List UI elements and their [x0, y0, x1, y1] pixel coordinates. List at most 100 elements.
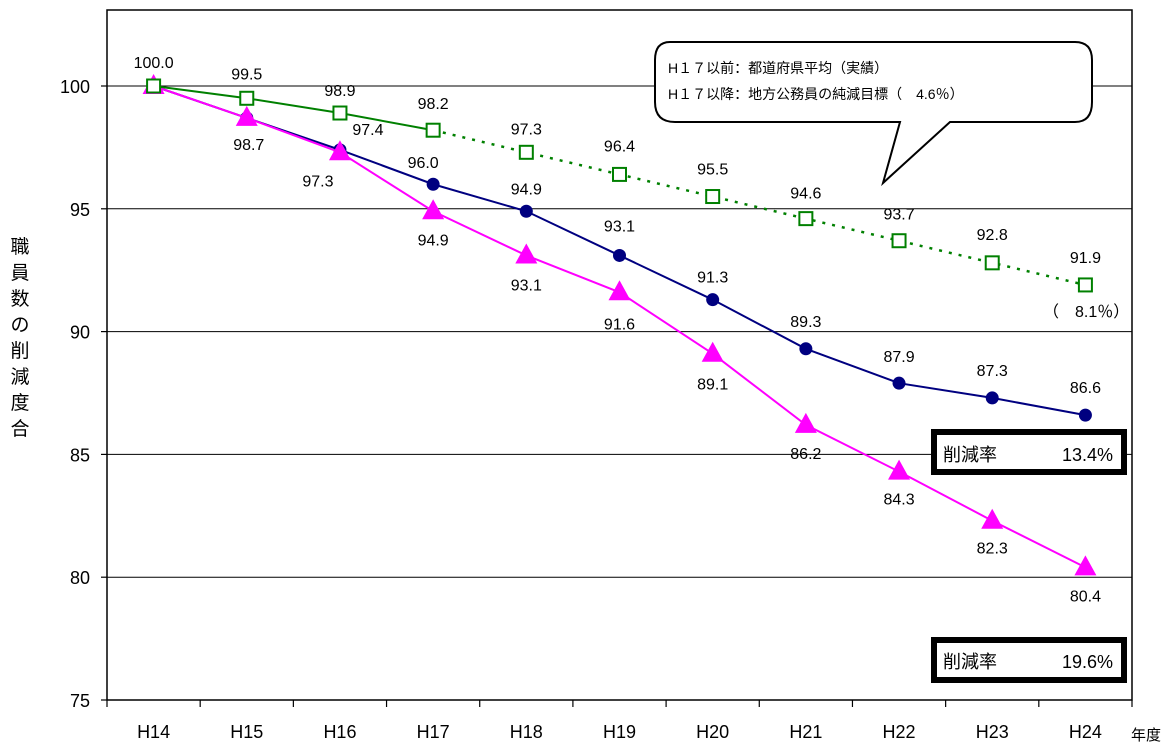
- data-point: [426, 177, 440, 191]
- data-point: [706, 293, 720, 307]
- data-point: [1078, 408, 1092, 422]
- data-label: 86.6: [1070, 380, 1101, 397]
- data-label: 96.4: [604, 138, 635, 155]
- x-tick-label: H23: [976, 722, 1009, 742]
- x-axis-label: 年度: [1131, 727, 1161, 744]
- x-tick-label: H16: [323, 722, 356, 742]
- data-point: [981, 508, 1004, 529]
- y-axis-label-char: 削: [10, 341, 30, 362]
- x-tick-label: H24: [1069, 722, 1102, 742]
- reduction-box-navy: 削減率 13.4%: [931, 429, 1127, 475]
- series-layer: [142, 74, 1097, 576]
- y-tick-label: 85: [70, 445, 90, 465]
- y-tick-label: 90: [70, 323, 90, 343]
- reduction-box-navy-label: 削減率: [943, 445, 997, 465]
- y-axis-label-char: 員: [10, 263, 30, 284]
- green-reduction-note: （ 8.1％）: [1043, 303, 1129, 321]
- x-tick-label: H15: [230, 722, 263, 742]
- data-label: 93.1: [604, 218, 635, 235]
- data-label: 82.3: [977, 541, 1008, 558]
- data-label: 92.8: [977, 227, 1008, 244]
- data-point: [888, 459, 911, 480]
- data-point: [332, 105, 348, 121]
- reduction-box-magenta-value: 19.6%: [1062, 652, 1113, 672]
- reduction-box-navy-value: 13.4%: [1062, 445, 1113, 465]
- data-point: [518, 144, 534, 160]
- axes: 75 80 85 90 95 100 H14 H15 H16 H17 H18 H19 H20 H21 H22…: [60, 77, 1161, 744]
- reduction-box-magenta: 削減率 19.6%: [931, 637, 1127, 683]
- data-point: [705, 189, 721, 205]
- data-label: 93.1: [511, 277, 542, 294]
- data-label: 94.9: [511, 181, 542, 198]
- data-point: [798, 211, 814, 227]
- data-label: 95.5: [697, 162, 728, 179]
- plot-area: [106, 9, 1133, 701]
- callout-bubble: [654, 41, 1093, 187]
- data-label: 98.2: [418, 96, 449, 113]
- data-label: 98.9: [324, 83, 355, 100]
- data-point: [515, 243, 538, 264]
- data-label: 80.4: [1070, 588, 1101, 605]
- data-point: [235, 105, 258, 126]
- data-label: 97.4: [352, 122, 383, 139]
- data-point: [892, 376, 906, 390]
- data-label: 91.9: [1070, 250, 1101, 267]
- data-point: [328, 140, 351, 161]
- data-label: 94.9: [418, 232, 449, 249]
- data-point: [613, 248, 626, 262]
- y-axis-label: 職員数の削減度合: [6, 235, 34, 443]
- series-green-line-dotted: [432, 128, 1086, 287]
- data-label: 98.7: [233, 137, 264, 154]
- callout: H１７以前：都道府県平均（実績） H１７以降：地方公務員の純減目標（ 4.6％）: [654, 41, 1093, 187]
- data-point: [422, 199, 445, 220]
- x-tick-label: H18: [510, 722, 543, 742]
- x-tick-label: H20: [696, 722, 729, 742]
- y-tick-label: 75: [70, 691, 90, 711]
- data-label: 93.7: [883, 207, 914, 224]
- y-tick-label: 95: [70, 200, 90, 220]
- data-point: [239, 90, 255, 106]
- y-tick-label: 100: [60, 77, 90, 97]
- y-tick-label: 80: [70, 568, 90, 588]
- y-axis-label-char: 職: [10, 237, 30, 258]
- y-axis-label-char: 度: [10, 393, 30, 414]
- data-label: 99.5: [231, 66, 262, 83]
- data-point: [146, 78, 162, 94]
- x-tick-label: H21: [789, 722, 822, 742]
- data-label: 97.3: [511, 121, 542, 138]
- x-tick-label: H19: [603, 722, 636, 742]
- data-point: [1074, 555, 1097, 576]
- data-point: [799, 342, 813, 356]
- data-point: [985, 391, 999, 405]
- data-point: [701, 341, 724, 362]
- data-label: 100.0: [134, 55, 174, 72]
- data-point: [794, 412, 817, 433]
- callout-line-1: H１７以前：都道府県平均（実績）: [668, 60, 888, 76]
- data-point: [612, 166, 627, 182]
- data-label: 94.6: [790, 186, 821, 203]
- x-tick-label: H17: [417, 722, 450, 742]
- data-point: [984, 255, 1000, 271]
- y-axis-label-char: 合: [10, 419, 30, 440]
- y-axis-label-char: の: [10, 315, 30, 336]
- y-axis-label-char: 数: [10, 289, 30, 310]
- data-point: [1077, 277, 1093, 293]
- data-point: [608, 280, 631, 301]
- data-label: 91.3: [697, 270, 728, 287]
- data-label: 84.3: [883, 492, 914, 509]
- data-point: [425, 122, 441, 138]
- data-label: 89.1: [697, 377, 728, 394]
- data-label: 89.3: [790, 314, 821, 331]
- callout-line-2: H１７以降：地方公務員の純減目標（ 4.6％）: [668, 86, 964, 102]
- x-tick-label: H22: [883, 722, 916, 742]
- data-point: [519, 204, 533, 218]
- x-tick-label: H14: [137, 722, 170, 742]
- y-axis-label-char: 減: [10, 367, 30, 388]
- data-label: 87.3: [977, 363, 1008, 380]
- data-label: 97.3: [302, 173, 333, 190]
- reduction-box-magenta-label: 削減率: [943, 652, 997, 672]
- series-green-line: [153, 85, 434, 132]
- data-point: [891, 233, 907, 249]
- data-label: 91.6: [604, 316, 635, 333]
